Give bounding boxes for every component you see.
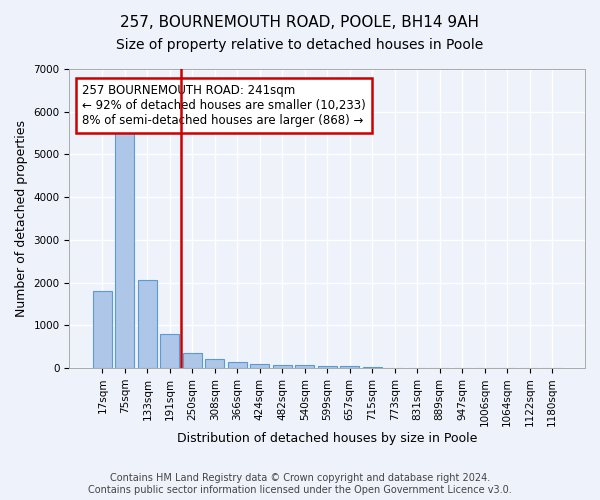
- Text: 257 BOURNEMOUTH ROAD: 241sqm
← 92% of detached houses are smaller (10,233)
8% of: 257 BOURNEMOUTH ROAD: 241sqm ← 92% of de…: [82, 84, 366, 127]
- Bar: [250, 364, 269, 368]
- Bar: [138, 280, 157, 368]
- Bar: [205, 358, 224, 368]
- Bar: [93, 291, 112, 368]
- Bar: [340, 366, 359, 368]
- Bar: [272, 364, 292, 368]
- Bar: [115, 122, 134, 368]
- Bar: [362, 366, 382, 368]
- Bar: [295, 364, 314, 368]
- Bar: [183, 354, 202, 368]
- Text: Contains HM Land Registry data © Crown copyright and database right 2024.
Contai: Contains HM Land Registry data © Crown c…: [88, 474, 512, 495]
- Text: Size of property relative to detached houses in Poole: Size of property relative to detached ho…: [116, 38, 484, 52]
- Bar: [228, 362, 247, 368]
- Y-axis label: Number of detached properties: Number of detached properties: [15, 120, 28, 317]
- X-axis label: Distribution of detached houses by size in Poole: Distribution of detached houses by size …: [177, 432, 478, 445]
- Bar: [160, 334, 179, 368]
- Bar: [317, 366, 337, 368]
- Text: 257, BOURNEMOUTH ROAD, POOLE, BH14 9AH: 257, BOURNEMOUTH ROAD, POOLE, BH14 9AH: [121, 15, 479, 30]
